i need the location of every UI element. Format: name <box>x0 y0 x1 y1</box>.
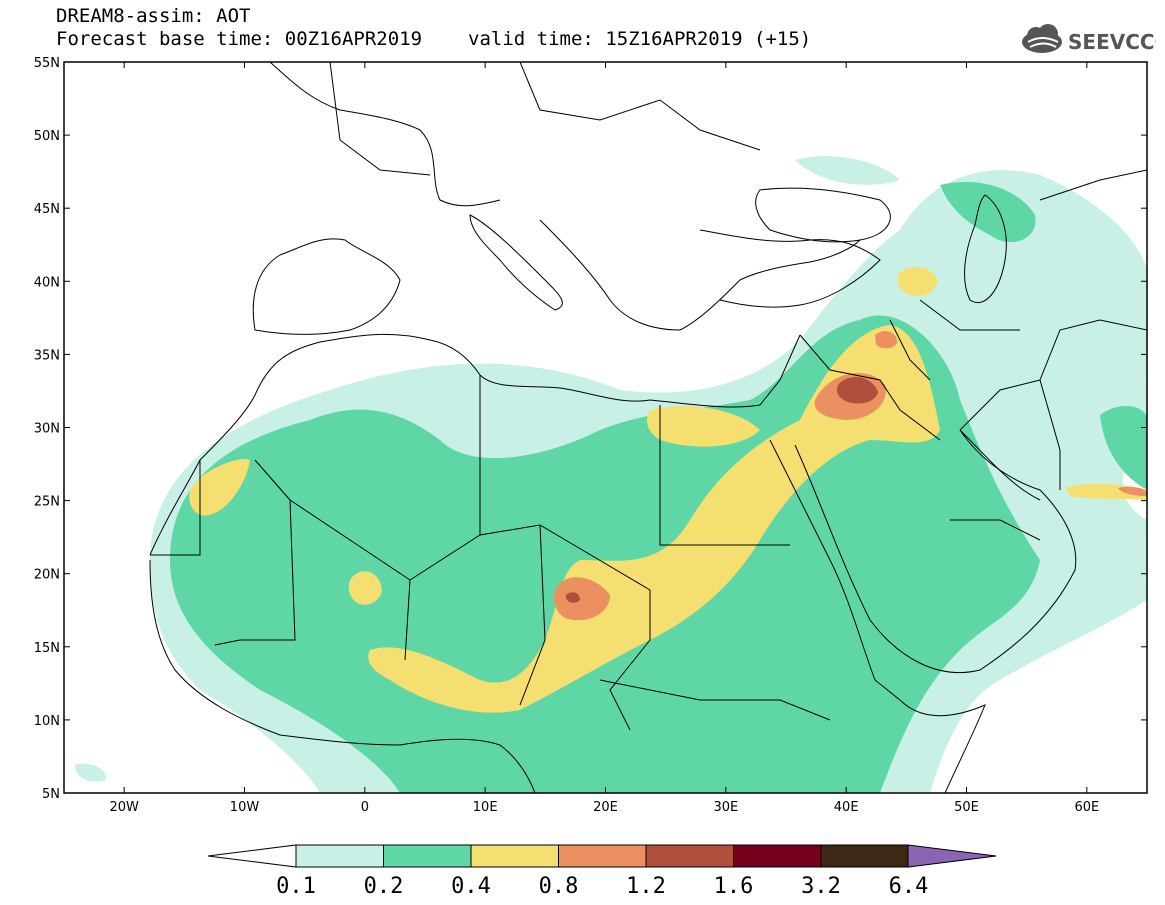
aot-level-0-1-west <box>75 763 106 782</box>
lon-label: 20E <box>593 800 618 815</box>
base-time-label: Forecast base time: 00Z16APR2019 <box>56 28 423 50</box>
lon-label: 50E <box>954 800 979 815</box>
colorbar: 0.1 0.2 0.4 0.8 1.2 1.6 3.2 6.4 <box>207 844 997 899</box>
aot-level-1-2-iraq <box>836 376 878 404</box>
aot-level-0-8-chad <box>553 577 610 621</box>
colorbar-label: 0.4 <box>451 874 491 899</box>
border-line-9 <box>799 334 941 441</box>
colorbar-box <box>820 844 909 868</box>
latitude-ticks: 55N 50N 45N 40N 35N 30N 25N 20N 15N 10N 5N <box>34 56 1147 802</box>
aot-level-0-4-w-sahara <box>189 459 250 516</box>
border-line-13 <box>329 62 431 176</box>
lon-label: 60E <box>1074 800 1099 815</box>
aot-level-0-2-iran <box>1100 405 1147 490</box>
border-line-6 <box>519 524 546 706</box>
seevccc-logo: SEEVCCC <box>1022 24 1156 54</box>
border-line-17 <box>919 299 1020 331</box>
colorbar-label: 1.2 <box>626 874 666 899</box>
colorbar-box <box>295 844 384 868</box>
lat-label: 35N <box>34 348 60 363</box>
colorbar-label: 1.6 <box>714 874 754 899</box>
coastline-turkey <box>699 229 881 308</box>
country-borders <box>149 62 1147 793</box>
lat-label: 50N <box>34 129 60 144</box>
lon-label: 30E <box>713 800 738 815</box>
lat-label: 25N <box>34 495 60 510</box>
border-line-4 <box>409 524 651 591</box>
border-line-15 <box>959 319 1147 431</box>
colorbar-over-triangle <box>907 844 997 868</box>
colorbar-box <box>383 844 472 868</box>
logo-text: SEEVCCC <box>1068 30 1156 54</box>
border-line-11 <box>950 519 1041 541</box>
border-line-3 <box>289 499 411 661</box>
lat-label: 30N <box>34 422 60 437</box>
valid-time-label: valid time: 15Z16APR2019 (+15) <box>468 28 812 50</box>
aot-level-0-8-syria <box>875 331 898 349</box>
border-line-1 <box>150 460 201 556</box>
coastline-iberia <box>252 238 401 335</box>
colorbar-label: 3.2 <box>801 874 841 899</box>
aot-level-1-2-chad <box>566 592 580 603</box>
colorbar-label: 0.8 <box>539 874 579 899</box>
coastline-caspian <box>964 194 1007 303</box>
lon-label: 0 <box>361 800 369 815</box>
coastline-persian-gulf <box>959 429 1041 501</box>
colorbar-box <box>733 844 822 868</box>
coastline-balkans <box>539 219 861 331</box>
border-line-8 <box>609 590 651 731</box>
lat-label: 45N <box>34 202 60 217</box>
coastline-horn-africa <box>899 699 986 793</box>
aot-level-0-4 <box>368 325 940 713</box>
border-line-10 <box>889 319 931 381</box>
aot-level-0-1-europe <box>795 156 900 185</box>
colorbar-box <box>558 844 647 868</box>
coastline-black-sea <box>755 187 891 243</box>
coastline-red-sea <box>769 439 901 701</box>
coastline-arabia <box>794 429 1077 674</box>
aot-field <box>75 156 1147 793</box>
map-title: DREAM8-assim: AOT <box>56 5 251 27</box>
colorbar-box <box>645 844 734 868</box>
border-line-18 <box>1039 169 1147 201</box>
aot-level-0-4-egypt <box>647 406 760 447</box>
lat-label: 10N <box>34 714 60 729</box>
aot-level-0-8-gulf <box>1118 486 1147 496</box>
aot-level-0-2-caucasus <box>940 181 1036 243</box>
colorbar-under-triangle <box>207 844 297 868</box>
colorbar-label: 0.1 <box>276 874 316 899</box>
coastline-europe-north <box>269 62 501 207</box>
colorbar-label: 0.2 <box>364 874 404 899</box>
longitude-ticks: 20W 10W 0 10E 20E 30E 40E 50E 60E <box>109 62 1099 815</box>
lat-label: 55N <box>34 56 60 71</box>
lon-label: 10E <box>473 800 498 815</box>
aot-level-0-4-armenia <box>897 267 938 297</box>
colorbar-box <box>470 844 559 868</box>
lat-label: 5N <box>42 787 60 802</box>
coastline-north-africa <box>149 333 801 556</box>
border-line-12 <box>599 679 831 721</box>
border-line-14 <box>519 62 761 151</box>
border-line-2 <box>214 459 296 646</box>
lon-label: 10W <box>230 800 260 815</box>
border-line-7 <box>659 405 790 546</box>
lat-label: 15N <box>34 641 60 656</box>
colorbar-label: 6.4 <box>889 874 929 899</box>
lon-label: 20W <box>109 800 139 815</box>
lon-label: 40E <box>834 800 859 815</box>
time-info: Forecast base time: 00Z16APR2019 valid ti… <box>56 29 811 50</box>
lat-label: 40N <box>34 275 60 290</box>
lat-label: 20N <box>34 568 60 583</box>
coastline-italy <box>469 214 563 311</box>
coastline-west-africa <box>149 559 536 793</box>
aot-level-0-4-mali <box>348 571 382 605</box>
border-line-16 <box>1039 379 1061 490</box>
